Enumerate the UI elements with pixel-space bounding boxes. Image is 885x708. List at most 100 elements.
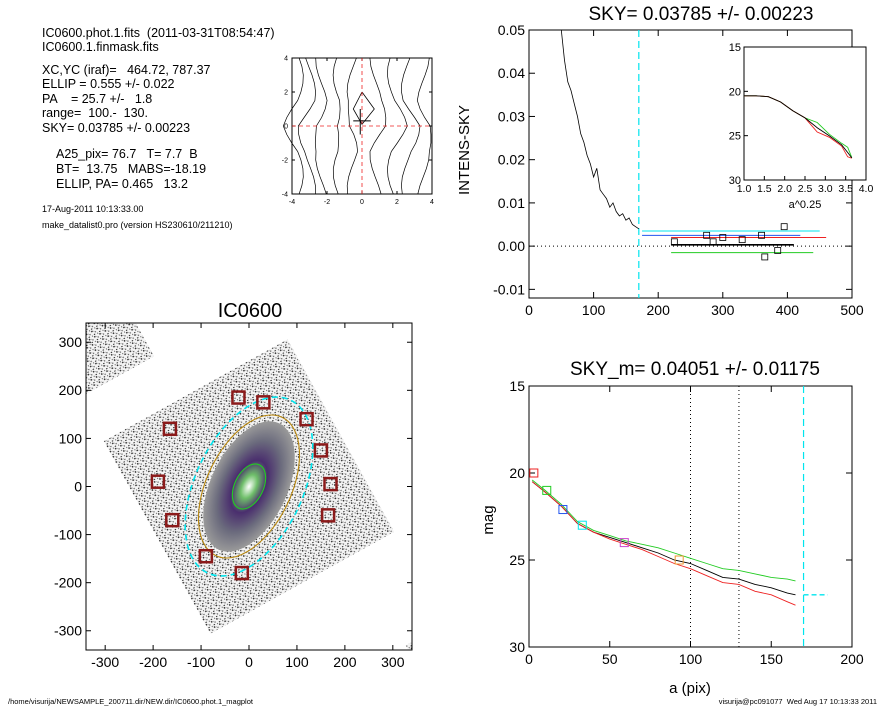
mag-series-black (531, 481, 796, 596)
sky-ytick-label: 0.04 (498, 65, 525, 81)
sky-sample-square (719, 234, 727, 241)
galaxy-ytick-label: 300 (59, 334, 83, 350)
sky-xtick-label: 300 (711, 302, 735, 318)
sky-xtick-label: 500 (840, 302, 864, 318)
contour-ytick-label: 0 (284, 123, 288, 130)
mag-marker-square (558, 505, 568, 515)
galaxy-image (86, 323, 412, 650)
contour-xtick-label: 4 (430, 199, 434, 206)
footer-user: visurija@pc091077 Wed Aug 17 10:13:33 20… (718, 697, 877, 706)
contour-ytick-label: 2 (284, 89, 288, 96)
mag-marker-square (674, 555, 684, 565)
magnitude-profile-chart: SKY_m= 0.04051 +/- 0.01175 mag a (pix) 0… (480, 359, 864, 697)
ellipticity: ELLIP = 0.555 +/- 0.022 (42, 77, 175, 91)
galaxy-image-chart: IC0600 -300 -200 -100 0 100 200 300 -300 -200 -10… (54, 300, 413, 670)
mag-xtick-label: 50 (602, 651, 618, 667)
sky-xtick-label: 400 (776, 302, 800, 318)
inset-xtick-label: 1.5 (757, 183, 772, 195)
galaxy-xtick-label: 100 (285, 654, 309, 670)
galaxy-ytick-label: 0 (74, 478, 82, 494)
sky-chart-title: SKY= 0.03785 +/- 0.00223 (588, 4, 813, 25)
inset-ytick-label: 30 (729, 175, 741, 187)
contour-ytick-label: 4 (284, 55, 288, 62)
mag-xtick-label: 200 (840, 651, 864, 667)
contour-xtick-label: 2 (395, 199, 399, 206)
mask-box (313, 443, 329, 458)
mask-box (198, 548, 214, 564)
footer-path: /home/visurija/NEWSAMPLE_200711.dir/NEW.… (8, 697, 253, 706)
galaxy-frame-bottom (405, 553, 412, 650)
contour-xtick-label: -4 (289, 199, 295, 206)
galaxy-title: IC0600 (218, 300, 283, 322)
contour-line (416, 57, 432, 195)
mag-chart-title: SKY_m= 0.04051 +/- 0.01175 (570, 359, 820, 380)
mag-ytick-label: 20 (509, 465, 525, 481)
sky-ytick-label: 0.05 (498, 22, 525, 38)
mask-box (256, 395, 271, 410)
mag-chart-xlabel: a (pix) (669, 680, 711, 697)
fit-range: range= 100.- 130. (42, 106, 148, 120)
galaxy-xtick-label: -300 (91, 654, 119, 670)
sky-xtick-label: 0 (525, 302, 533, 318)
mag-marker-square (619, 538, 629, 548)
a25-line: A25_pix= 76.7 T= 7.7 B (56, 147, 198, 161)
sky-sample-square (780, 223, 788, 231)
sky-profile-line (560, 29, 640, 230)
sky-xtick-label: 200 (647, 302, 671, 318)
galaxy-ellipse-inner (231, 463, 267, 510)
inset-xtick-label: 4.0 (859, 183, 874, 195)
mask-box (231, 390, 246, 405)
mag-xtick-label: 0 (525, 651, 533, 667)
inset-xtick-label: 2.5 (798, 183, 813, 195)
galaxy-ellipse-cyan-outer (184, 396, 314, 577)
program-version: make_datalist0.pro (version HS230610/211… (42, 220, 233, 230)
sky-sample-square (774, 247, 782, 254)
inset-frame (743, 46, 867, 181)
galaxy-frame-top (86, 323, 154, 449)
galaxy-xtick-label: 300 (381, 654, 405, 670)
contour-line (297, 57, 316, 194)
galaxy-xtick-label: 0 (245, 654, 253, 670)
contour-ytick-label: -2 (282, 157, 288, 164)
inset-ytick-label: 25 (729, 131, 741, 143)
contour-xtick-label: -2 (324, 199, 330, 206)
sky-profile-chart: SKY= 0.03785 +/- 0.00223 INTENS-SKY 0 100… (456, 4, 874, 318)
contour-ytick-label: -4 (282, 191, 288, 198)
inset-xlabel: a^0.25 (789, 199, 822, 211)
galaxy-ytick-label: 200 (59, 382, 83, 398)
mask-box (323, 476, 338, 492)
galaxy-core (203, 421, 295, 552)
mag-marker-square (577, 520, 587, 530)
sky-ytick-label: 0.02 (498, 152, 525, 168)
contour-line (282, 57, 304, 195)
mag-ytick-label: 15 (509, 378, 525, 394)
sky-sample-square (738, 236, 746, 244)
sky-ytick-label: 0.03 (498, 108, 525, 124)
galaxy-ytick-label: 100 (59, 430, 83, 446)
inset-xtick-label: 3.5 (838, 183, 853, 195)
inset-xtick-label: 2.0 (777, 183, 792, 195)
sky-xtick-label: 100 (582, 302, 606, 318)
mag-xtick-label: 100 (679, 651, 703, 667)
contour-core (352, 91, 375, 126)
galaxy-xtick-label: 200 (333, 654, 357, 670)
sky-sample-square (758, 231, 765, 239)
inset-ytick-label: 20 (729, 86, 741, 98)
mag-series-green (531, 479, 796, 582)
bt-line: BT= 13.75 MABS=-18.19 (56, 162, 207, 176)
mask-box (299, 411, 314, 427)
run-date: 17-Aug-2011 10:13:33.00 (42, 204, 144, 214)
sky-value: SKY= 0.03785 +/- 0.00223 (42, 121, 191, 135)
inset-xtick-label: 1.0 (737, 183, 752, 195)
sky-sample-square (709, 238, 717, 246)
sky-ytick-label: -0.01 (493, 281, 525, 297)
sky-ytick-label: 0.00 (498, 238, 525, 254)
sky-sample-square (670, 238, 678, 246)
mag-xtick-label: 150 (760, 651, 784, 667)
mask-box (150, 474, 166, 489)
galaxy-ytick-label: -300 (54, 623, 82, 639)
sky-ytick-label: 0.01 (498, 195, 525, 211)
mag-ytick-label: 30 (509, 639, 525, 655)
mask-box (234, 565, 250, 581)
inset-ytick-label: 15 (729, 42, 741, 54)
